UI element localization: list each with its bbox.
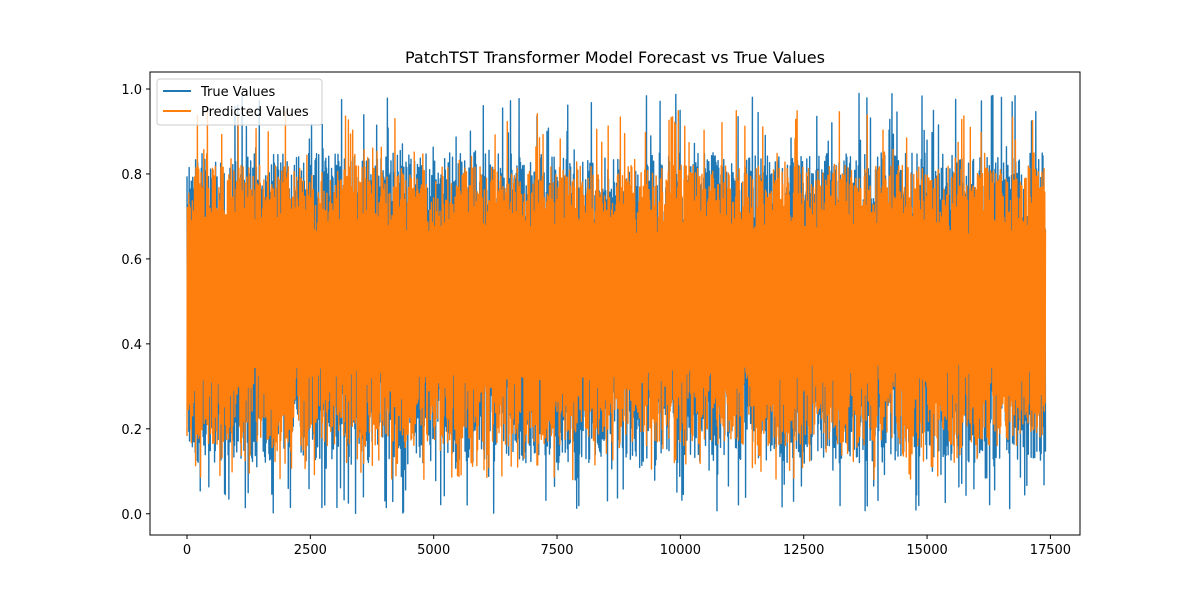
y-tick-label: 1.0 xyxy=(121,83,142,98)
x-axis: 0 2500 5000 7500 10000 12500 15000 17500 xyxy=(183,535,1071,558)
x-tick-label: 7500 xyxy=(540,543,573,558)
y-tick-label: 0.6 xyxy=(121,253,142,268)
x-tick-label: 5000 xyxy=(417,543,450,558)
series-line-predicted-values xyxy=(186,110,1047,481)
x-tick-label: 17500 xyxy=(1030,543,1071,558)
x-tick-label: 0 xyxy=(183,543,191,558)
chart-title: PatchTST Transformer Model Forecast vs T… xyxy=(405,48,825,67)
y-tick-label: 0.8 xyxy=(121,168,142,183)
x-tick-label: 15000 xyxy=(906,543,947,558)
x-tick-label: 10000 xyxy=(660,543,701,558)
legend-label-predicted-values: Predicted Values xyxy=(201,105,309,120)
legend-label-true-values: True Values xyxy=(200,85,275,100)
axes-frame xyxy=(149,71,1081,536)
legend-box xyxy=(156,78,323,126)
x-tick-label: 2500 xyxy=(294,543,327,558)
legend: True Values Predicted Values xyxy=(156,78,323,126)
y-tick-label: 0.4 xyxy=(121,338,142,353)
plot-area xyxy=(186,92,1047,515)
y-tick-label: 0.0 xyxy=(121,508,142,523)
y-axis: 0.0 0.2 0.4 0.6 0.8 1.0 xyxy=(121,83,150,523)
y-tick-label: 0.2 xyxy=(121,423,142,438)
x-tick-label: 12500 xyxy=(783,543,824,558)
